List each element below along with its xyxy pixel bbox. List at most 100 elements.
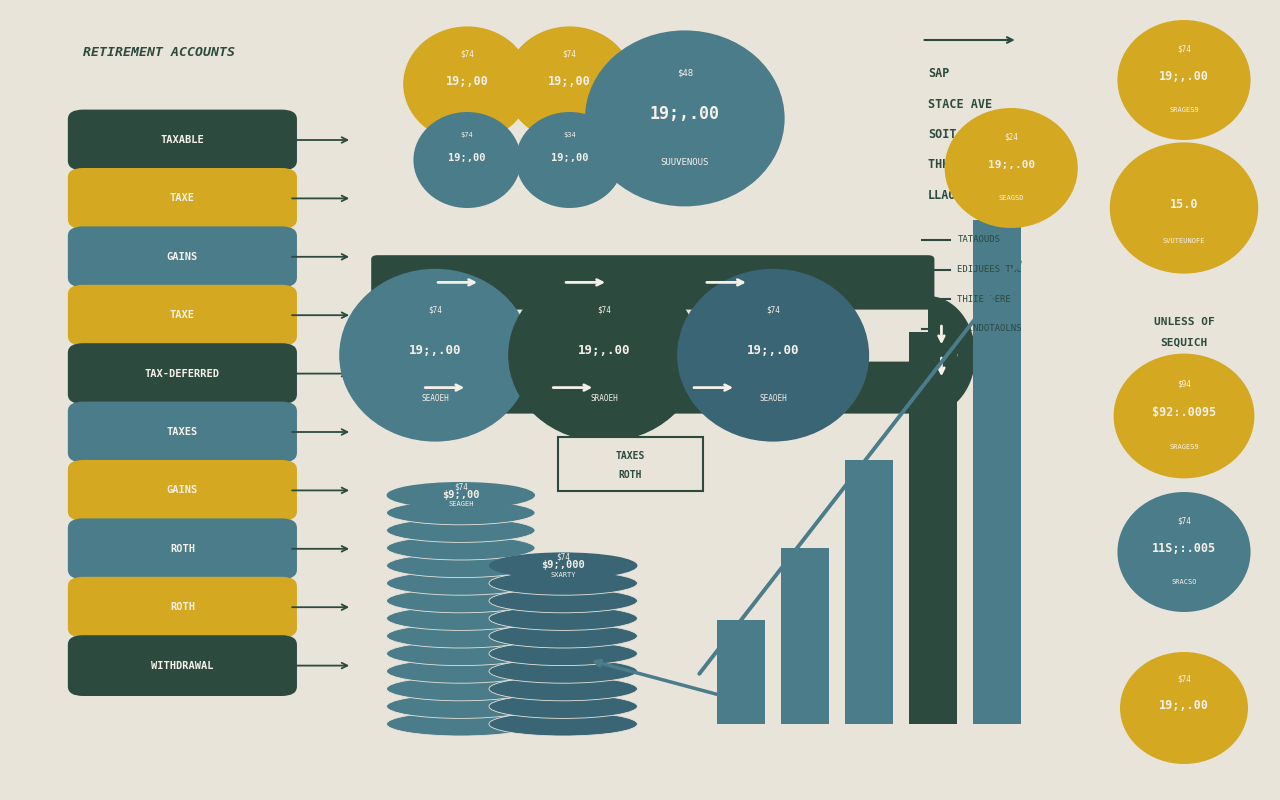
Text: LLAOT: LLAOT — [928, 189, 964, 202]
Ellipse shape — [387, 712, 535, 736]
Text: $9;,000: $9;,000 — [541, 560, 585, 570]
Text: SEQUICH: SEQUICH — [1161, 338, 1207, 347]
Ellipse shape — [1117, 492, 1251, 612]
Ellipse shape — [585, 30, 785, 206]
Ellipse shape — [1110, 142, 1258, 274]
Text: SEAGEH: SEAGEH — [448, 502, 474, 507]
Text: TAXES: TAXES — [616, 451, 645, 461]
Ellipse shape — [387, 677, 535, 701]
FancyBboxPatch shape — [68, 285, 297, 346]
Text: SRAOEH: SRAOEH — [590, 394, 618, 403]
FancyBboxPatch shape — [68, 343, 297, 404]
Text: ROTH: ROTH — [170, 544, 195, 554]
Ellipse shape — [489, 624, 637, 648]
Ellipse shape — [387, 482, 535, 509]
FancyBboxPatch shape — [68, 110, 297, 170]
Text: EDIJUEES TNC: EDIJUEES TNC — [957, 265, 1021, 274]
Text: ROTH: ROTH — [170, 602, 195, 612]
Ellipse shape — [489, 659, 637, 683]
Text: $74: $74 — [563, 50, 576, 58]
Ellipse shape — [489, 642, 637, 666]
Ellipse shape — [387, 518, 535, 542]
Ellipse shape — [387, 642, 535, 666]
FancyBboxPatch shape — [68, 635, 297, 696]
Text: SVUTEUNOFE: SVUTEUNOFE — [1162, 238, 1206, 244]
Text: TAXE: TAXE — [170, 194, 195, 203]
Text: SRAGES9: SRAGES9 — [1169, 107, 1199, 113]
FancyBboxPatch shape — [68, 460, 297, 521]
Text: ROTH: ROTH — [618, 470, 643, 479]
Text: SOIT: SOIT — [928, 128, 956, 141]
Text: $74: $74 — [461, 132, 474, 138]
Ellipse shape — [1120, 652, 1248, 764]
Text: SAP: SAP — [928, 67, 950, 80]
Ellipse shape — [489, 677, 637, 701]
Ellipse shape — [387, 589, 535, 613]
Bar — [845, 460, 893, 724]
FancyBboxPatch shape — [68, 402, 297, 462]
Text: $74: $74 — [767, 306, 780, 314]
Text: $24: $24 — [1005, 132, 1018, 142]
Ellipse shape — [387, 536, 535, 560]
Text: 19;,00: 19;,00 — [548, 74, 591, 88]
Ellipse shape — [945, 108, 1078, 228]
Text: 19;,.00: 19;,.00 — [1160, 70, 1208, 83]
Ellipse shape — [489, 606, 637, 630]
Text: $34: $34 — [563, 132, 576, 138]
Text: GAINS: GAINS — [166, 252, 198, 262]
Ellipse shape — [387, 571, 535, 595]
Ellipse shape — [403, 26, 531, 142]
FancyBboxPatch shape — [371, 362, 934, 414]
Ellipse shape — [387, 606, 535, 630]
Text: TAXE: TAXE — [170, 310, 195, 320]
Ellipse shape — [1117, 20, 1251, 140]
Text: $74: $74 — [429, 306, 442, 314]
Text: $92:.0095: $92:.0095 — [1152, 406, 1216, 419]
Text: $94: $94 — [1178, 379, 1190, 388]
Text: 19;,.00: 19;,.00 — [650, 105, 719, 123]
Text: TAX-DEFERRED: TAX-DEFERRED — [145, 369, 220, 378]
Text: 11S;:.005: 11S;:.005 — [1152, 542, 1216, 555]
Ellipse shape — [387, 554, 535, 578]
Text: STACE AVE: STACE AVE — [928, 98, 992, 110]
Ellipse shape — [489, 712, 637, 736]
Text: RETIREMENT ACCOUNTS: RETIREMENT ACCOUNTS — [83, 46, 236, 58]
Text: TATAOUDS: TATAOUDS — [957, 235, 1001, 245]
Ellipse shape — [413, 112, 521, 208]
Text: SUUVENOUS: SUUVENOUS — [660, 158, 709, 167]
Ellipse shape — [1114, 354, 1254, 478]
Text: $74: $74 — [461, 50, 474, 58]
Text: $74: $74 — [1178, 516, 1190, 526]
Text: THH CRONT: THH CRONT — [928, 158, 992, 171]
Text: $74: $74 — [557, 553, 570, 562]
FancyBboxPatch shape — [68, 577, 297, 638]
Text: TAXABLE: TAXABLE — [160, 135, 205, 145]
Text: $74: $74 — [1178, 674, 1190, 683]
Text: 15.0: 15.0 — [1170, 198, 1198, 211]
Ellipse shape — [387, 501, 535, 525]
Text: $74: $74 — [598, 306, 611, 314]
Text: SEAOEH: SEAOEH — [421, 394, 449, 403]
Text: TAXES: TAXES — [166, 427, 198, 437]
Text: 19;,00: 19;,00 — [445, 74, 489, 88]
Ellipse shape — [489, 553, 637, 579]
Ellipse shape — [489, 589, 637, 613]
FancyBboxPatch shape — [68, 226, 297, 287]
Ellipse shape — [506, 26, 634, 142]
Ellipse shape — [489, 694, 637, 718]
Ellipse shape — [489, 571, 637, 595]
FancyBboxPatch shape — [558, 437, 703, 491]
Bar — [973, 220, 1021, 724]
Text: SRACSO: SRACSO — [1171, 579, 1197, 585]
Text: 19;,.00: 19;,.00 — [1160, 698, 1208, 712]
Text: $74: $74 — [1178, 44, 1190, 54]
Text: SRAGES9: SRAGES9 — [1169, 444, 1199, 450]
Text: THIIE PERE: THIIE PERE — [957, 294, 1011, 304]
Bar — [717, 620, 765, 724]
Text: WITHDRAWAL: WITHDRAWAL — [151, 661, 214, 670]
Text: GAINS: GAINS — [166, 486, 198, 495]
Text: $74: $74 — [454, 482, 467, 491]
Text: 19;,.00: 19;,.00 — [577, 344, 631, 358]
Bar — [781, 548, 829, 724]
Ellipse shape — [516, 112, 623, 208]
